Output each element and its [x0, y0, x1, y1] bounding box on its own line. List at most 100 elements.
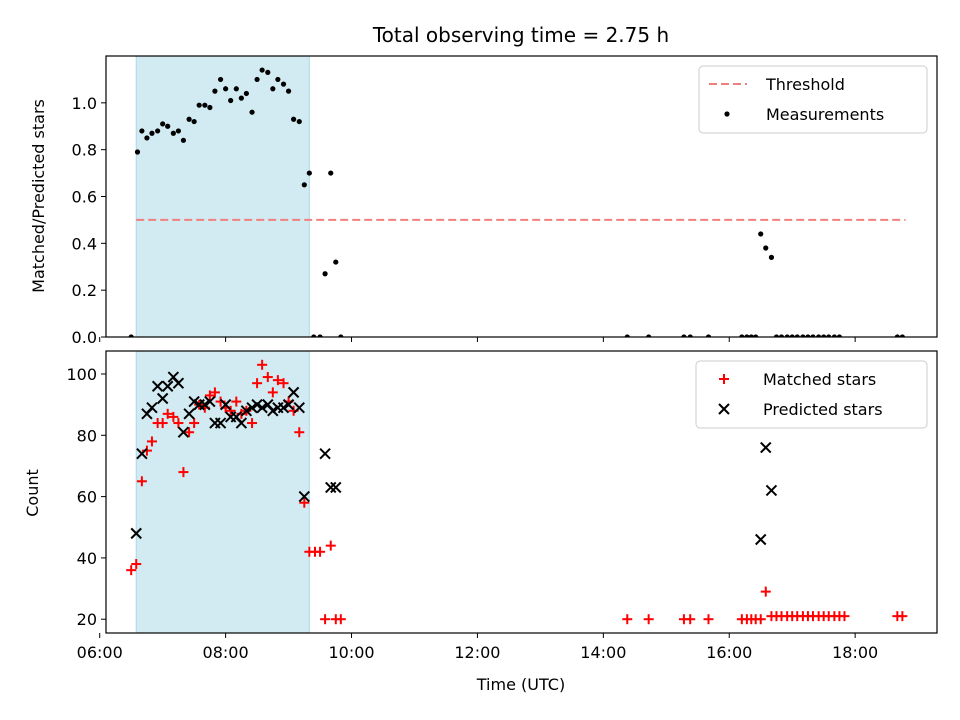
matched-point	[189, 418, 200, 429]
matched-point	[272, 375, 283, 386]
measurement-point	[128, 334, 134, 337]
legend-label: Measurements	[766, 105, 884, 124]
predicted-point	[282, 398, 295, 411]
legend-box	[695, 360, 928, 429]
observing-window-span	[135, 350, 310, 634]
predicted-point	[172, 377, 185, 389]
measurement-point	[149, 130, 155, 136]
measurement-point	[202, 102, 208, 108]
x-tick-label: 16:00	[706, 643, 752, 662]
predicted-point	[293, 401, 305, 414]
measurement-point	[207, 104, 213, 111]
measurement-point	[646, 334, 652, 337]
measurement-point	[265, 69, 271, 75]
measurement-point	[800, 334, 806, 337]
measurement-point	[186, 116, 192, 122]
predicted-point	[256, 401, 268, 414]
predicted-point	[146, 401, 158, 414]
measurement-point	[681, 334, 687, 337]
measurement-point	[238, 95, 244, 101]
x-tick-label: 08:00	[203, 643, 249, 662]
y-tick-label: 0.2	[72, 281, 97, 300]
panel-counts: Count Time (UTC) 20 40 60 80 100 06:00 08:00 10…	[23, 350, 938, 694]
predicted-point	[136, 447, 148, 460]
measurement-point	[270, 86, 276, 92]
legend-predicted-swatch	[718, 403, 730, 415]
y-tick-label: 100	[66, 365, 97, 384]
matched-point	[247, 418, 258, 429]
measurement-point	[773, 334, 780, 337]
matched-point	[157, 418, 168, 429]
predicted-point	[760, 441, 772, 454]
measurement-point	[739, 334, 745, 337]
measurement-point	[233, 86, 239, 92]
matched-point	[162, 408, 173, 419]
predicted-point	[151, 380, 164, 392]
measurement-point	[285, 88, 292, 94]
y-tick-label: 20	[77, 610, 97, 629]
predicted-point	[161, 380, 174, 392]
legend-label: Matched stars	[763, 370, 876, 389]
measurement-point	[180, 137, 187, 143]
matched-point	[173, 418, 184, 429]
matched-point	[299, 497, 310, 508]
measurement-point	[139, 128, 145, 134]
y-tick-label: 1.0	[72, 94, 97, 113]
matched-point	[643, 614, 654, 625]
y-tick-label: 80	[77, 426, 97, 445]
measurement-point	[687, 334, 693, 337]
predicted-point	[240, 405, 253, 417]
x-tick-label: 12:00	[454, 643, 500, 662]
matched-point	[257, 359, 268, 370]
measurement-point	[753, 334, 759, 337]
measurement-point	[301, 182, 307, 188]
predicted-point	[214, 417, 227, 429]
bottom-x-axis-label: Time (UTC)	[476, 675, 565, 694]
predicted-point	[287, 386, 300, 399]
measurement-point	[624, 334, 630, 337]
matched-point	[225, 405, 236, 416]
matched-point	[325, 540, 336, 551]
measurement-point	[821, 334, 827, 337]
predicted-point	[267, 405, 279, 417]
axes-frame	[105, 350, 938, 634]
predicted-point	[251, 398, 263, 411]
measurement-point	[831, 334, 837, 337]
matched-point	[320, 614, 331, 625]
matched-point	[294, 427, 305, 438]
matched-point	[262, 372, 273, 383]
measurement-point	[212, 88, 218, 94]
measurement-point	[744, 334, 750, 337]
measurement-point	[275, 76, 281, 83]
measurement-point	[338, 334, 344, 337]
matched-point	[184, 427, 195, 438]
measurement-point	[784, 334, 790, 337]
measurement-point	[311, 334, 317, 337]
measurement-point	[763, 245, 769, 251]
predicted-point	[235, 417, 248, 429]
measurement-point	[191, 118, 197, 125]
measurement-point	[223, 86, 229, 92]
y-tick-label: 0.6	[72, 188, 97, 207]
predicted-point	[298, 490, 311, 503]
measurement-point	[165, 123, 171, 129]
measurement-point	[306, 170, 312, 176]
legend: Matched stars Predicted stars	[695, 360, 928, 429]
measurement-point	[894, 334, 900, 337]
measurement-point	[249, 109, 255, 115]
top-y-axis-label: Matched/Predicted stars	[29, 99, 48, 293]
matched-point	[622, 614, 633, 625]
measurement-point	[175, 128, 181, 134]
measurement-point	[794, 334, 800, 337]
measurement-point	[768, 254, 775, 260]
measurement-point	[280, 81, 287, 87]
predicted-point	[755, 533, 767, 546]
x-tick-label: 14:00	[580, 643, 626, 662]
predicted-point	[319, 447, 331, 460]
measurement-point	[810, 334, 816, 337]
measurement-point	[836, 334, 843, 337]
measurement-point	[296, 118, 302, 125]
measurement-point	[196, 102, 202, 108]
measurement-point	[816, 334, 822, 337]
measurement-point	[170, 130, 176, 136]
